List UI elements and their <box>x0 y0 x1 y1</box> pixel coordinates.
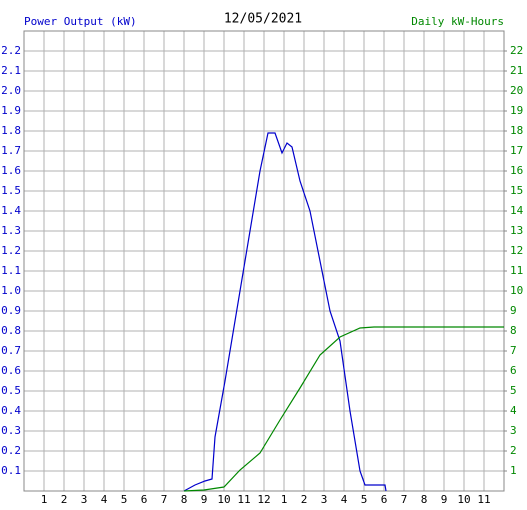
y-tick-label: 0.9 <box>1 304 21 317</box>
x-tick-label: 2 <box>301 493 308 506</box>
y2-tick-label: 10 <box>510 284 523 297</box>
x-tick-label: 1 <box>41 493 48 506</box>
y-tick-label: 0.3 <box>1 424 21 437</box>
x-tick-label: 11 <box>237 493 250 506</box>
y2-tick-label: 17 <box>510 144 523 157</box>
x-tick-label: 4 <box>341 493 348 506</box>
right-axis-label: Daily kW-Hours <box>411 15 504 28</box>
plot-border <box>23 30 505 492</box>
y2-tick-label: 21 <box>510 64 523 77</box>
y-tick-label: 1.1 <box>1 264 21 277</box>
x-tick-label: 3 <box>81 493 88 506</box>
x-tick-label: 2 <box>61 493 68 506</box>
y-tick-label: 1.4 <box>1 204 21 217</box>
y2-tick-label: 11 <box>510 264 523 277</box>
y2-tick-label: 3 <box>510 424 517 437</box>
y-tick-label: 0.6 <box>1 364 21 377</box>
y2-tick-label: 5 <box>510 384 517 397</box>
y-tick-label: 0.5 <box>1 384 21 397</box>
x-tick-label: 10 <box>217 493 230 506</box>
y-tick-label: 1.0 <box>1 284 21 297</box>
x-tick-label: 6 <box>141 493 148 506</box>
x-tick-label: 8 <box>421 493 428 506</box>
x-tick-label: 5 <box>121 493 128 506</box>
x-tick-label: 7 <box>161 493 168 506</box>
y-tick-label: 1.7 <box>1 144 21 157</box>
series-line <box>183 132 387 492</box>
x-tick-label: 9 <box>201 493 208 506</box>
y2-tick-label: 20 <box>510 84 523 97</box>
x-tick-label: 12 <box>257 493 270 506</box>
x-tick-label: 9 <box>441 493 448 506</box>
y2-tick-label: 16 <box>510 164 523 177</box>
y2-tick-label: 14 <box>510 204 524 217</box>
y2-tick-label: 4 <box>510 404 517 417</box>
y-tick-label: 0.2 <box>1 444 21 457</box>
y-tick-label: 1.8 <box>1 124 21 137</box>
y2-tick-label: 8 <box>510 324 517 337</box>
y2-tick-label: 2 <box>510 444 517 457</box>
x-tick-label: 1 <box>281 493 288 506</box>
y-tick-label: 1.3 <box>1 224 21 237</box>
x-tick-label: 8 <box>181 493 188 506</box>
x-tick-label: 5 <box>361 493 368 506</box>
y-tick-label: 1.6 <box>1 164 21 177</box>
y2-tick-label: 15 <box>510 184 523 197</box>
y-tick-label: 1.2 <box>1 244 21 257</box>
y-tick-label: 0.7 <box>1 344 21 357</box>
x-tick-label: 11 <box>477 493 490 506</box>
y2-tick-label: 12 <box>510 244 523 257</box>
y-tick-label: 2.2 <box>1 44 21 57</box>
y-tick-label: 1.5 <box>1 184 21 197</box>
x-tick-label: 4 <box>101 493 108 506</box>
x-tick-label: 7 <box>401 493 408 506</box>
x-tick-label: 3 <box>321 493 328 506</box>
left-axis-label: Power Output (kW) <box>24 15 137 28</box>
y2-tick-label: 19 <box>510 104 523 117</box>
y-tick-label: 1.9 <box>1 104 21 117</box>
y2-tick-label: 9 <box>510 304 517 317</box>
series-line <box>183 326 504 492</box>
chart-title: 12/05/2021 <box>224 12 302 27</box>
x-tick-label: 10 <box>457 493 470 506</box>
x-tick-label: 6 <box>381 493 388 506</box>
y-tick-label: 2.1 <box>1 64 21 77</box>
y2-tick-label: 1 <box>510 464 517 477</box>
y2-tick-label: 13 <box>510 224 523 237</box>
y-tick-label: 0.4 <box>1 404 21 417</box>
y-tick-label: 0.1 <box>1 464 21 477</box>
y2-tick-label: 7 <box>510 344 517 357</box>
y2-tick-label: 18 <box>510 124 523 137</box>
y2-tick-label: 6 <box>510 364 517 377</box>
y-tick-label: 2.0 <box>1 84 21 97</box>
y2-tick-label: 22 <box>510 44 523 57</box>
y-tick-label: 0.8 <box>1 324 21 337</box>
